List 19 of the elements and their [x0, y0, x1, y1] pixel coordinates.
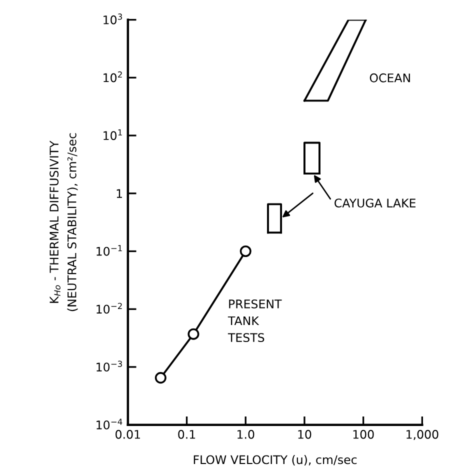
x-tick-label: 1.0: [238, 430, 254, 439]
annotation: PRESENT TANK TESTS: [228, 299, 282, 342]
y-tick-label: 10$^{−1}$: [96, 245, 122, 256]
x-tick-label: 0.1: [178, 430, 196, 439]
x-tick-label: 1,000: [406, 430, 438, 440]
y-tick-label: 10$^{−3}$: [96, 360, 122, 372]
annotation: OCEAN: [370, 73, 410, 82]
x-tick-label: 0.01: [116, 430, 140, 439]
y-tick-label: 10$^{1}$: [104, 129, 122, 140]
y-tick-label: 10$^{−2}$: [96, 302, 122, 314]
x-axis-title: FLOW VELOCITY (u), cm/sec: [194, 455, 357, 466]
x-tick-label: 10: [298, 430, 312, 439]
x-tick-label: 100: [353, 430, 374, 439]
y-tick-label: 1: [116, 189, 122, 198]
y-axis-title: K$_{Ho}$ - THERMAL DIFFUSIVITY (NEUTRAL STABILITY), cm²/sec: [50, 133, 78, 312]
y-tick-label: 10$^{3}$: [104, 14, 122, 24]
y-tick-label: 10$^{−4}$: [96, 418, 122, 430]
annotation: CAYUGA LAKE: [334, 198, 416, 208]
y-tick-label: 10$^{2}$: [104, 71, 122, 82]
